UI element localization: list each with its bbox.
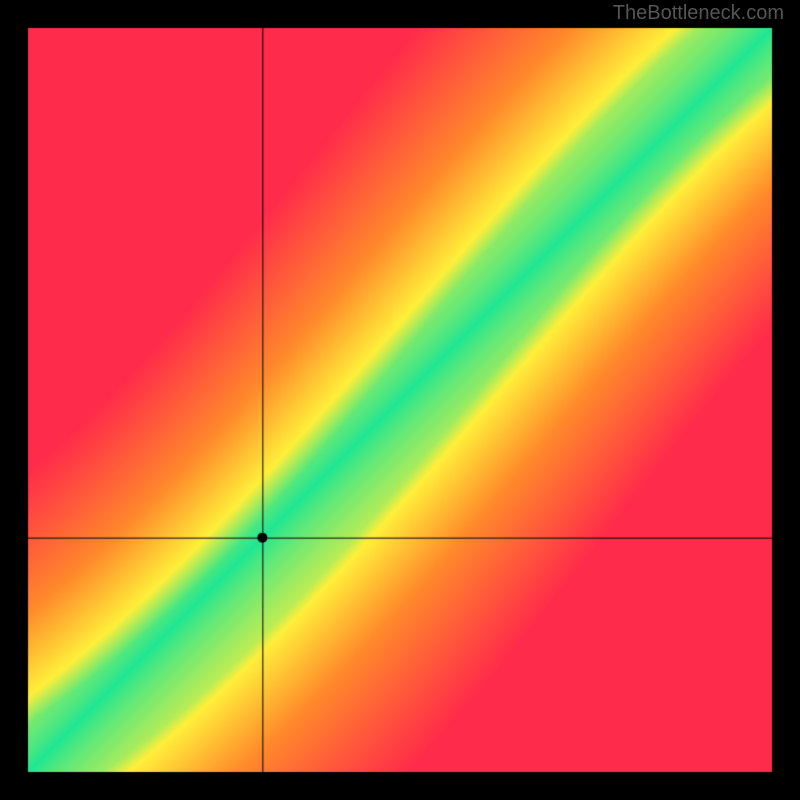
chart-container: TheBottleneck.com <box>0 0 800 800</box>
bottleneck-heatmap <box>0 0 800 800</box>
watermark-text: TheBottleneck.com <box>613 2 784 25</box>
